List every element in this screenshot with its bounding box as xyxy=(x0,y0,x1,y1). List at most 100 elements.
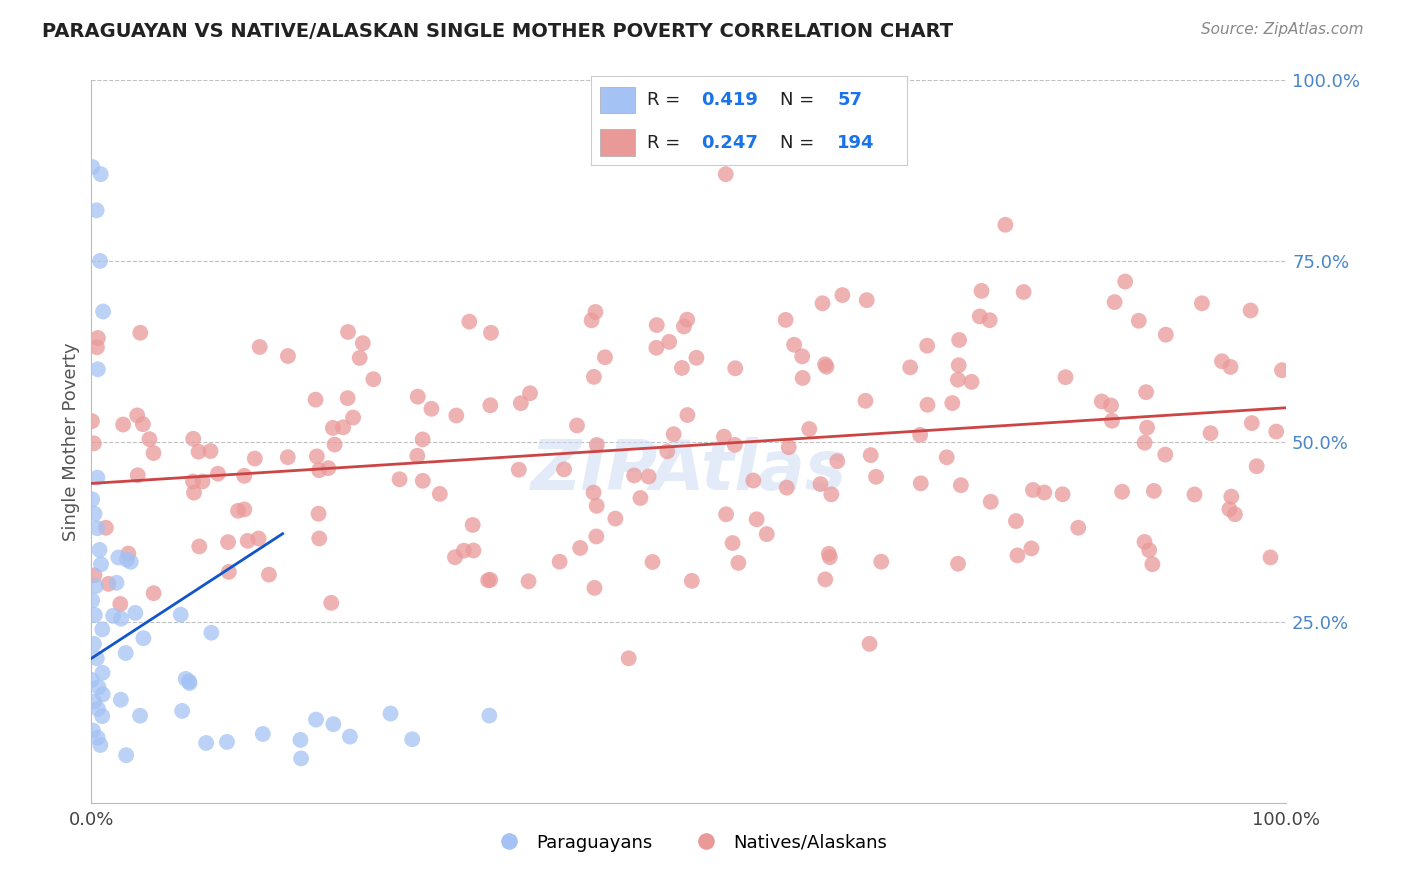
Point xyxy=(110,597,132,611)
Point xyxy=(207,467,229,481)
Point xyxy=(565,418,588,433)
Point xyxy=(593,351,616,365)
Bar xyxy=(600,87,636,113)
Text: 0.419: 0.419 xyxy=(702,91,758,109)
Point xyxy=(1199,426,1222,441)
Point xyxy=(645,341,668,355)
Point xyxy=(1007,549,1029,563)
Point xyxy=(979,313,1001,327)
Point xyxy=(215,735,238,749)
Point xyxy=(1091,394,1114,409)
Point xyxy=(342,410,364,425)
Point xyxy=(117,547,139,561)
Point xyxy=(90,558,112,572)
Point xyxy=(304,392,326,407)
Point xyxy=(321,596,343,610)
Point xyxy=(479,573,502,587)
Text: 194: 194 xyxy=(838,134,875,152)
Point xyxy=(1133,435,1156,450)
Point xyxy=(585,438,607,452)
Point xyxy=(124,606,146,620)
Point xyxy=(783,338,806,352)
Point xyxy=(458,315,481,329)
Point xyxy=(1211,354,1233,368)
Point xyxy=(183,485,205,500)
Point xyxy=(855,393,877,408)
Point xyxy=(322,717,344,731)
Point xyxy=(1184,487,1206,501)
Point xyxy=(817,547,839,561)
Point xyxy=(323,437,346,451)
Point xyxy=(84,579,107,593)
Point xyxy=(87,702,110,716)
Point xyxy=(86,203,108,218)
Point xyxy=(583,305,606,319)
Point xyxy=(714,167,737,181)
Point xyxy=(1021,541,1043,556)
Point xyxy=(714,508,737,522)
Point xyxy=(583,581,606,595)
Point xyxy=(277,450,299,465)
Point xyxy=(898,360,921,375)
Point xyxy=(662,427,685,442)
Point xyxy=(349,351,371,365)
Point xyxy=(110,692,132,706)
Point xyxy=(114,646,136,660)
Point xyxy=(107,550,129,565)
Point xyxy=(778,440,800,454)
Point xyxy=(1246,459,1268,474)
Point xyxy=(1133,535,1156,549)
Point xyxy=(509,396,531,410)
Point xyxy=(1154,327,1177,342)
Point xyxy=(724,361,747,376)
Point xyxy=(82,723,104,738)
Point xyxy=(461,518,484,533)
Point xyxy=(820,487,842,501)
Point xyxy=(1223,507,1246,521)
Point xyxy=(247,532,270,546)
Bar xyxy=(600,129,636,156)
Point xyxy=(641,555,664,569)
Point xyxy=(569,541,592,555)
Point xyxy=(948,333,970,347)
Point xyxy=(191,475,214,489)
Point xyxy=(681,574,703,588)
Point xyxy=(1067,521,1090,535)
Point xyxy=(132,417,155,432)
Point xyxy=(127,409,149,423)
Point xyxy=(637,469,659,483)
Point xyxy=(1104,295,1126,310)
Point xyxy=(676,408,699,422)
Point xyxy=(1239,303,1261,318)
Point xyxy=(908,427,931,442)
Point xyxy=(429,487,451,501)
Point xyxy=(917,398,939,412)
Text: R =: R = xyxy=(647,134,686,152)
Point xyxy=(142,446,165,460)
Point xyxy=(672,319,695,334)
Point xyxy=(970,284,993,298)
Point xyxy=(1101,414,1123,428)
Point xyxy=(236,533,259,548)
Point xyxy=(915,339,938,353)
Point xyxy=(83,695,105,709)
Point xyxy=(87,680,110,694)
Text: PARAGUAYAN VS NATIVE/ALASKAN SINGLE MOTHER POVERTY CORRELATION CHART: PARAGUAYAN VS NATIVE/ALASKAN SINGLE MOTH… xyxy=(42,22,953,41)
Point xyxy=(91,709,114,723)
Point xyxy=(865,469,887,483)
Point xyxy=(388,472,411,486)
Point xyxy=(799,422,821,436)
Point xyxy=(776,481,799,495)
Point xyxy=(870,555,893,569)
Point xyxy=(1111,484,1133,499)
Point xyxy=(412,433,434,447)
Point xyxy=(658,334,681,349)
Point xyxy=(322,421,344,435)
Point xyxy=(657,444,679,458)
Point xyxy=(1022,483,1045,497)
Point xyxy=(949,478,972,492)
Point xyxy=(91,304,114,318)
Text: 57: 57 xyxy=(838,91,862,109)
Point xyxy=(188,540,211,554)
Point xyxy=(585,529,607,543)
